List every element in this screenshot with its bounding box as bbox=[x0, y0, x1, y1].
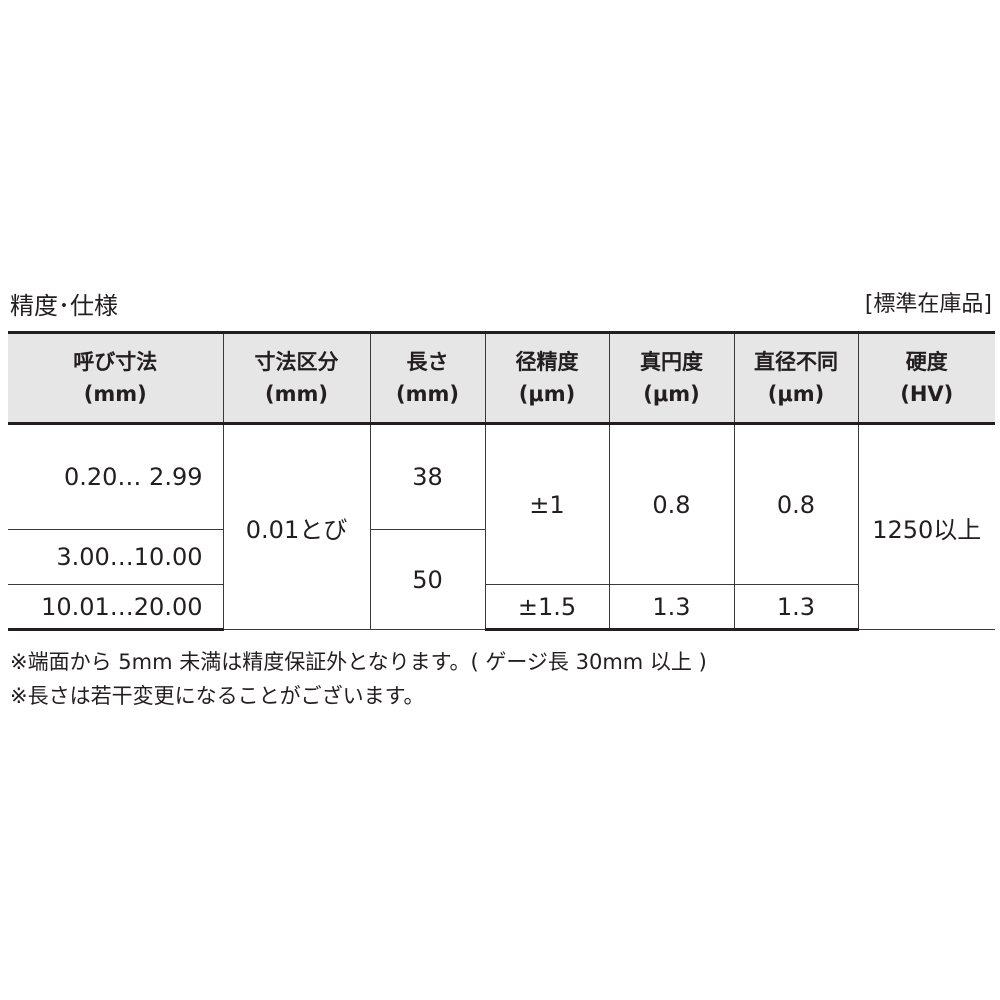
hardness-cell: 1250以上 bbox=[857, 423, 995, 630]
section-title: 精度･仕様 bbox=[10, 292, 118, 320]
diameter-accuracy-cell: ±1 bbox=[484, 423, 610, 585]
header-unit: (μm) bbox=[643, 382, 700, 406]
header-hardness: 硬度 (HV) bbox=[857, 331, 995, 425]
header-unit: (mm) bbox=[265, 382, 328, 406]
header-unit: (mm) bbox=[396, 382, 459, 406]
header-text: 長さ bbox=[406, 350, 449, 374]
diameter-accuracy-cell: ±1.5 bbox=[484, 584, 610, 631]
nominal-cell: 10.01…20.00 bbox=[8, 584, 224, 631]
header-row: 呼び寸法 (mm) 寸法区分 (mm) 長さ (mm) 径精度 (μm) 真円度 (μm)… bbox=[8, 331, 995, 425]
note-2: ※長さは若干変更になることがございます。 bbox=[10, 684, 425, 708]
table-row: 3.00…10.00 50 bbox=[8, 529, 995, 630]
length-cell: 50 bbox=[369, 529, 486, 630]
header-unit: (mm) bbox=[83, 382, 147, 406]
diameter-variation-cell: 0.8 bbox=[733, 423, 859, 585]
header-nominal: 呼び寸法 (mm) bbox=[8, 331, 224, 425]
header-unit: (μm) bbox=[767, 382, 825, 406]
increment-cell: 0.01とび bbox=[222, 423, 371, 630]
header-unit: (HV) bbox=[900, 382, 954, 406]
header-diameter-accuracy: 径精度 (μm) bbox=[484, 331, 610, 425]
nominal-cell: 0.20… 2.99 bbox=[8, 423, 224, 530]
header-length: 長さ (mm) bbox=[369, 331, 486, 425]
length-cell: 38 bbox=[369, 423, 486, 530]
header-roundness: 真円度 (μm) bbox=[608, 331, 735, 425]
header-diameter-variation: 直径不同 (μm) bbox=[733, 331, 859, 425]
table-row: 10.01…20.00 ±1.5 1.3 1.3 bbox=[8, 584, 995, 631]
roundness-cell: 1.3 bbox=[608, 584, 735, 631]
header-text: 径精度 bbox=[515, 350, 579, 374]
header-text: 寸法区分 bbox=[254, 350, 339, 374]
header-text: 呼び寸法 bbox=[73, 350, 158, 374]
header-text: 真円度 bbox=[640, 350, 703, 374]
header-unit: (μm) bbox=[518, 382, 576, 406]
header-text: 直径不同 bbox=[754, 350, 838, 374]
stock-label: [標準在庫品] bbox=[864, 292, 992, 317]
diameter-variation-cell: 1.3 bbox=[733, 584, 859, 631]
roundness-cell: 0.8 bbox=[608, 423, 735, 585]
header-text: 硬度 bbox=[905, 350, 948, 374]
nominal-cell: 3.00…10.00 bbox=[8, 529, 224, 585]
note-1: ※端面から 5mm 未満は精度保証外となります。( ゲージ長 30mm 以上 ) bbox=[10, 650, 707, 674]
spec-table: 呼び寸法 (mm) 寸法区分 (mm) 長さ (mm) 径精度 (μm) 真円度 (μm)… bbox=[8, 331, 995, 631]
header-increment: 寸法区分 (mm) bbox=[222, 331, 371, 425]
table-row: 0.20… 2.99 0.01とび 38 ±1 0.8 0.8 1250以上 bbox=[8, 423, 995, 630]
